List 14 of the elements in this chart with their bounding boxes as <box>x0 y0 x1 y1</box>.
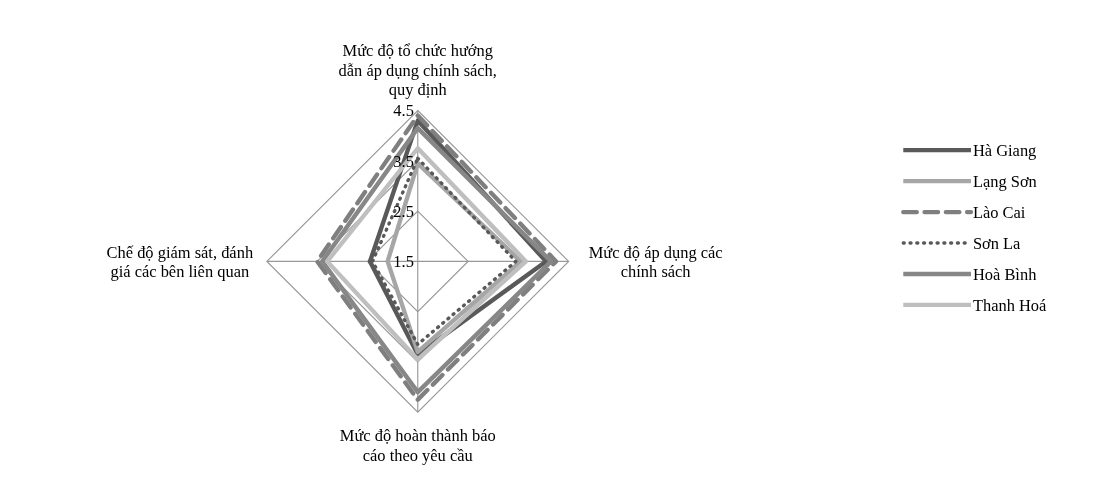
y-tick-label: 4.5 <box>393 101 414 121</box>
spoke-label: Mức độ tổ chức hướng dẫn áp dụng chính sách, quy định <box>338 41 497 100</box>
legend-label: Sơn La <box>972 233 1022 253</box>
spoke-label: Mức độ áp dụng các chính sách <box>588 242 723 281</box>
legend-label: Lào Cai <box>972 202 1026 222</box>
spoke-label: Chế độ giám sát, đánh giá các bên liên quan <box>106 242 254 281</box>
legend-label: Thanh Hoá <box>972 295 1048 315</box>
legend-label: Hoà Bình <box>972 264 1037 284</box>
y-tick-label: 2.5 <box>393 201 414 221</box>
y-tick-label: 1.5 <box>393 252 414 272</box>
legend-label: Lạng Sơn <box>972 171 1037 191</box>
spoke-label: Mức độ hoàn thành báo cáo theo yêu cầu <box>339 426 496 465</box>
legend-label: Hà Giang <box>972 140 1037 160</box>
y-tick-label: 3.5 <box>393 151 414 171</box>
